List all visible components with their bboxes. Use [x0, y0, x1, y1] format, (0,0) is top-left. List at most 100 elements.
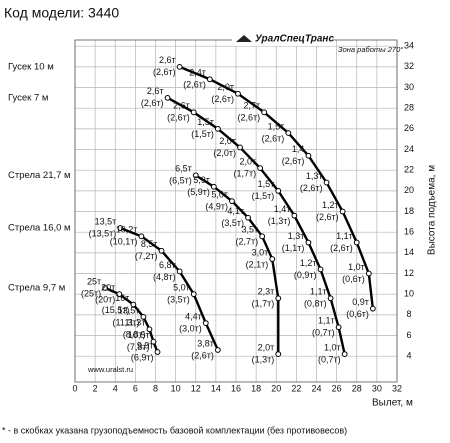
base-load-label: (5,9т) [187, 187, 210, 197]
point [305, 239, 312, 246]
point [285, 130, 292, 136]
base-load-label: (1,3т) [252, 354, 275, 364]
logo-icon [236, 35, 252, 42]
base-load-label: (2,6т) [316, 212, 339, 222]
base-load-label: (13,5т) [89, 228, 117, 238]
base-load-label: (2,0т) [213, 148, 236, 158]
y-tick-label: 26 [404, 123, 414, 133]
load-label: 1,4 [292, 144, 305, 154]
base-load-label: (10,1т) [110, 237, 138, 247]
point [229, 198, 235, 205]
base-load-label: (6,5т) [169, 176, 192, 186]
base-load-label: (2,6т) [330, 243, 353, 253]
base-load-label: (3,0т) [179, 323, 202, 333]
load-label: 6,8т [159, 260, 176, 270]
point [202, 320, 209, 327]
load-label: 3,5т [242, 225, 259, 235]
x-tick-label: 16 [231, 383, 241, 393]
load-label: 1,2т [322, 200, 339, 210]
load-label: 2,0т [258, 342, 275, 352]
base-load-label: (8,8т) [123, 330, 146, 340]
base-load-label: (2,6т) [300, 183, 323, 193]
base-load-label: (1,7т) [252, 299, 275, 309]
y-tick-label: 12 [404, 268, 414, 278]
brand: УралСпецТранс [255, 34, 334, 45]
point [353, 239, 360, 246]
load-label: 1,4т [274, 204, 291, 214]
y-tick-label: 22 [404, 165, 414, 175]
base-load-label: (2,6т) [211, 94, 234, 104]
y-tick-label: 6 [406, 330, 411, 340]
y-tick-label: 32 [404, 61, 414, 71]
load-label: 13,5т [95, 216, 117, 226]
load-label: 13,5т [118, 305, 140, 315]
load-label: 1,3т [288, 231, 305, 241]
x-tick-label: 6 [133, 383, 138, 393]
point [291, 212, 298, 219]
load-label: 4,1т [227, 206, 244, 216]
series-name: Стрела 21,7 м [8, 170, 71, 181]
y-tick-label: 30 [404, 82, 414, 92]
load-label: 2,6т [159, 55, 176, 65]
load-label: 9,9т [137, 340, 154, 350]
base-load-label: (0,7т) [312, 328, 335, 338]
base-load-label: (0,9т) [294, 270, 317, 280]
point [130, 301, 137, 308]
point [261, 109, 268, 116]
base-load-label: (6,9т) [131, 352, 154, 362]
point [269, 256, 276, 262]
x-tick-label: 12 [191, 383, 201, 393]
load-label: 11,3т [124, 318, 145, 328]
base-load-label: (2,6т) [282, 156, 305, 166]
x-tick-label: 0 [72, 383, 77, 393]
point [190, 109, 197, 116]
base-load-label: (1,5т) [252, 191, 275, 201]
point [341, 351, 348, 358]
point [176, 268, 183, 275]
base-load-label: (2,7т) [236, 237, 259, 247]
series-name: Гусек 7 м [8, 92, 48, 103]
load-curve [195, 174, 280, 355]
logo-bg [232, 32, 332, 46]
site-label: www.uralst.ru [87, 365, 133, 374]
load-label: 8,5т [141, 239, 158, 249]
y-tick-label: 8 [406, 309, 411, 319]
load-label: 0,9т [352, 297, 369, 307]
load-label: 6,5т [175, 164, 192, 174]
base-load-label: (20т) [95, 295, 115, 305]
chart-title: Код модели: 3440 [4, 5, 119, 21]
base-load-label: (3,5т) [167, 295, 190, 305]
zone-label: Зона работы 270° [338, 45, 403, 54]
load-label: 2,7т [244, 101, 261, 111]
base-load-label: (2,1т) [246, 259, 269, 269]
base-load-label: (1,1т) [282, 243, 305, 253]
series-name: Стрела 16,0 м [8, 223, 71, 234]
load-label: 3,8т [197, 338, 214, 348]
x-tick-label: 14 [211, 383, 221, 393]
base-load-label: (2,6т) [167, 113, 190, 123]
base-load-label: (2,6т) [238, 113, 261, 123]
point [150, 338, 157, 345]
y-tick-label: 16 [404, 227, 414, 237]
load-label: 4,4т [185, 311, 202, 321]
point [206, 76, 213, 83]
point [237, 144, 243, 151]
load-label: 5,0т [211, 190, 228, 200]
base-load-label: (4,9т) [205, 202, 228, 212]
load-label: 16т [115, 293, 129, 303]
load-label: 1,5т [258, 179, 275, 189]
y-tick-label: 34 [404, 41, 414, 51]
point [323, 179, 330, 186]
point [275, 351, 282, 358]
load-label: 1,5т [197, 117, 214, 127]
base-load-label: (4,8т) [153, 272, 176, 282]
base-load-label: (0,6т) [342, 274, 365, 284]
series-name: Гусек 10 м [8, 61, 54, 72]
point [339, 208, 346, 215]
y-tick-label: 18 [404, 206, 414, 216]
x-tick-label: 20 [271, 383, 281, 393]
base-load-label: (2,6т) [183, 80, 206, 90]
load-label: 1,2т [300, 258, 317, 268]
point [275, 187, 282, 194]
base-load-label: (11,3т) [112, 317, 139, 327]
